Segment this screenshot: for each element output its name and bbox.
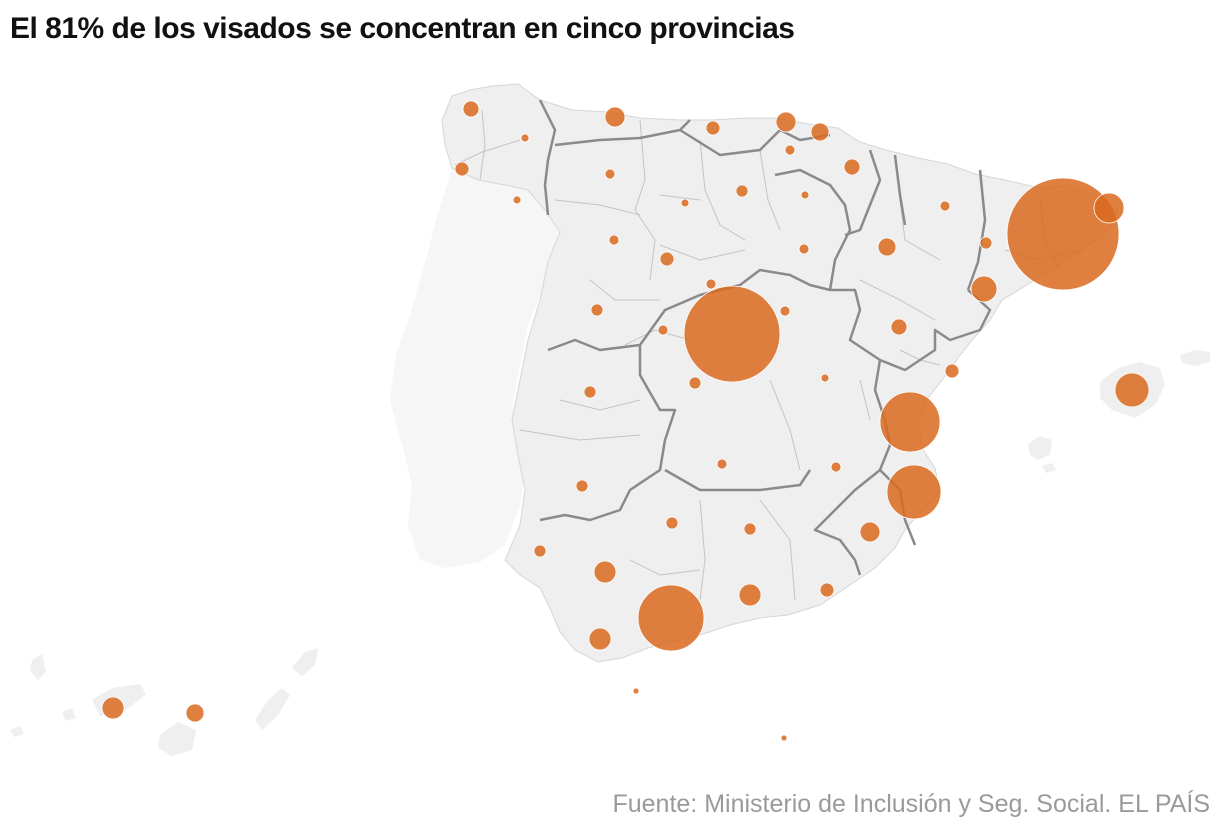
- bubble-la-rioja: [800, 190, 810, 200]
- bubble-palencia: [680, 198, 690, 208]
- bubble-navarra: [843, 158, 861, 176]
- bubble-a-coruna: [462, 100, 480, 118]
- bubble-sevilla: [593, 560, 617, 584]
- bubble-murcia: [859, 521, 881, 543]
- bubble-cantabria: [705, 120, 721, 136]
- chart-title: El 81% de los visados se concentran en c…: [10, 12, 795, 45]
- bubble-valladolid: [659, 251, 675, 267]
- bubble-segovia: [705, 278, 717, 290]
- bubble-alicante: [886, 464, 942, 520]
- bubble-ceuta: [632, 687, 640, 695]
- bubble-baleares: [1114, 372, 1150, 408]
- bubble-valencia: [879, 391, 941, 453]
- bubble-vizcaya: [775, 111, 797, 133]
- bubble-girona: [1093, 192, 1125, 224]
- bubble-badajoz: [575, 479, 589, 493]
- bubble-barcelona: [1006, 177, 1120, 291]
- menorca-island: [1180, 350, 1210, 366]
- bubble-guadalajara: [779, 305, 791, 317]
- bubble-asturias: [604, 106, 626, 128]
- gran-canaria-island: [158, 722, 196, 756]
- bubble-caceres: [583, 385, 597, 399]
- ibiza-island: [1028, 436, 1052, 460]
- spain-mainland: [441, 83, 1119, 663]
- bubble-pontevedra: [454, 161, 470, 177]
- bubble-teruel: [890, 318, 908, 336]
- bubble-guipuzcoa: [810, 122, 830, 142]
- bubble-ourense: [512, 195, 522, 205]
- bubble-castellon: [944, 363, 960, 379]
- bubble-almeria: [819, 582, 835, 598]
- bubble-alava: [784, 144, 796, 156]
- bubble-leon: [604, 168, 616, 180]
- bubble-zaragoza: [877, 237, 897, 257]
- bubble-avila: [657, 324, 669, 336]
- bubble-melilla: [780, 734, 788, 742]
- bubble-toledo: [688, 376, 702, 390]
- bubble-las-palmas: [185, 703, 205, 723]
- portugal-land: [390, 168, 560, 568]
- la-gomera-island: [62, 708, 76, 721]
- province-bubbles: [101, 100, 1150, 742]
- formentera-island: [1042, 463, 1056, 473]
- bubble-soria: [798, 243, 810, 255]
- bubble-lleida: [979, 236, 993, 250]
- bubble-malaga: [637, 584, 705, 652]
- bubble-zamora: [608, 234, 620, 246]
- bubble-albacete: [830, 461, 842, 473]
- fuerteventura-island: [255, 688, 290, 730]
- bubble-jaen: [743, 522, 757, 536]
- la-palma-island: [30, 654, 46, 680]
- bubble-cuenca: [820, 373, 830, 383]
- bubble-madrid: [683, 285, 781, 383]
- lanzarote-island: [292, 648, 318, 676]
- province-borders: [454, 109, 1081, 601]
- bubble-lugo: [520, 133, 530, 143]
- bubble-tenerife: [101, 696, 125, 720]
- source-note: Fuente: Ministerio de Inclusión y Seg. S…: [612, 790, 1210, 818]
- el-hierro-island: [10, 726, 24, 737]
- bubble-ciudad-real: [716, 458, 728, 470]
- bubble-cadiz: [588, 627, 612, 651]
- bubble-burgos: [735, 184, 749, 198]
- bubble-huelva: [533, 544, 547, 558]
- bubble-cordoba: [665, 516, 679, 530]
- bubble-tarragona: [970, 275, 998, 303]
- bubble-huesca: [939, 200, 951, 212]
- bubble-salamanca: [590, 303, 604, 317]
- bubble-granada: [738, 583, 762, 607]
